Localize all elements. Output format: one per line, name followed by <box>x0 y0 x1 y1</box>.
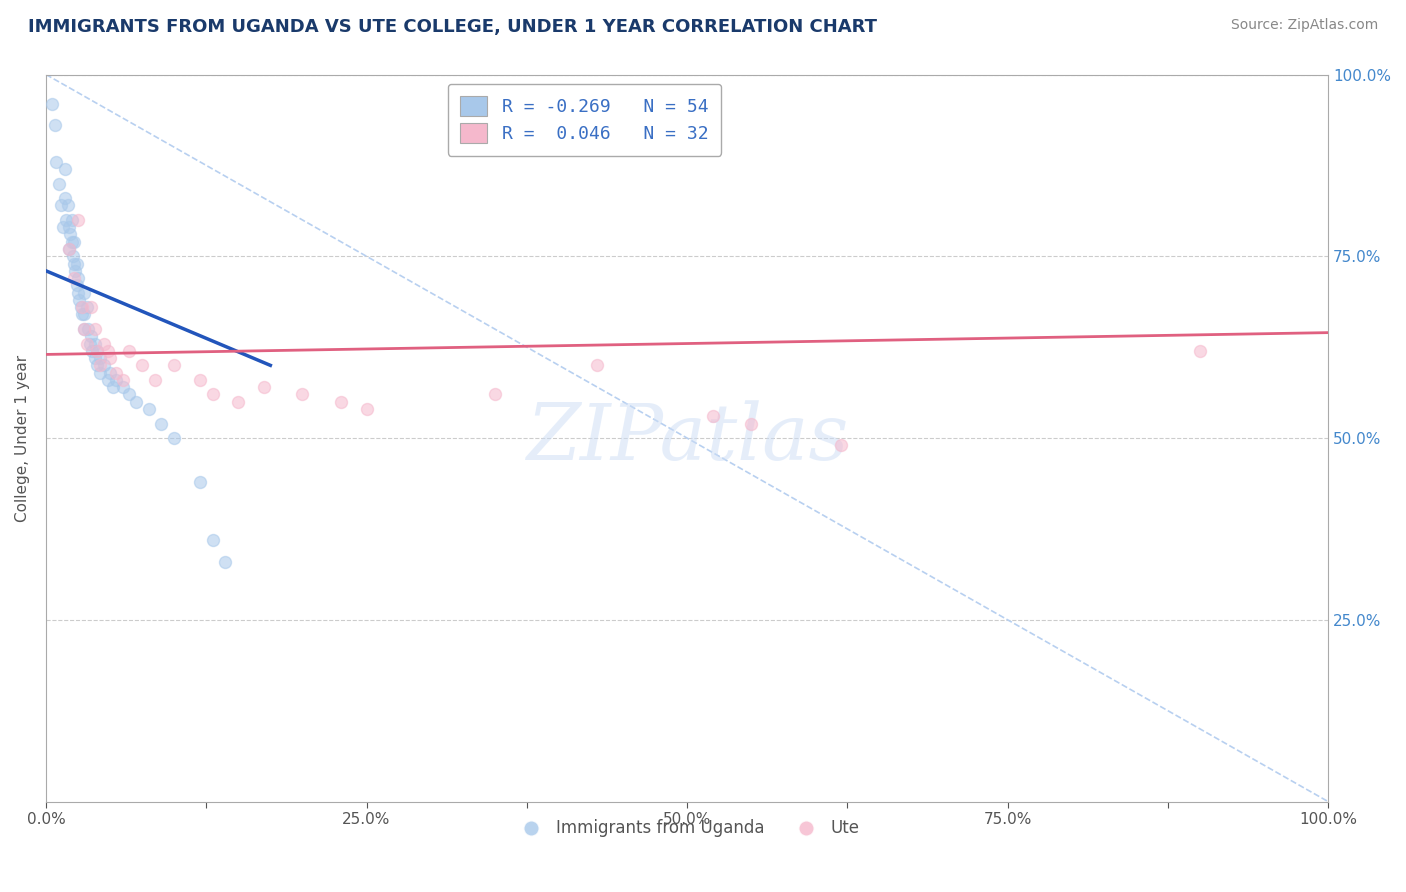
Point <box>66 285 89 300</box>
Point <box>484 387 506 401</box>
Point <box>105 373 128 387</box>
Point <box>188 373 211 387</box>
Point <box>82 343 104 358</box>
Y-axis label: College, Under 1 year: College, Under 1 year <box>15 354 30 522</box>
Point <box>70 308 93 322</box>
Point <box>163 431 186 445</box>
Point <box>214 555 236 569</box>
Point <box>48 177 70 191</box>
Point <box>586 359 609 373</box>
Point <box>740 417 762 431</box>
Text: ZIPatlas: ZIPatlas <box>526 400 848 476</box>
Point <box>89 351 111 365</box>
Point <box>89 366 111 380</box>
Point <box>101 380 124 394</box>
Text: IMMIGRANTS FROM UGANDA VS UTE COLLEGE, UNDER 1 YEAR CORRELATION CHART: IMMIGRANTS FROM UGANDA VS UTE COLLEGE, U… <box>28 18 877 36</box>
Point <box>96 343 118 358</box>
Point <box>131 359 153 373</box>
Point <box>45 154 67 169</box>
Point <box>56 198 79 212</box>
Point <box>105 366 128 380</box>
Point <box>73 322 96 336</box>
Point <box>66 271 89 285</box>
Point <box>80 329 103 343</box>
Point <box>67 293 90 307</box>
Point <box>83 336 105 351</box>
Point <box>89 359 111 373</box>
Point <box>73 285 96 300</box>
Point <box>111 380 134 394</box>
Point <box>63 271 86 285</box>
Point <box>702 409 724 424</box>
Point <box>76 336 98 351</box>
Point <box>69 300 91 314</box>
Point <box>76 300 98 314</box>
Point <box>143 373 166 387</box>
Point <box>58 242 80 256</box>
Point <box>60 235 83 249</box>
Point <box>188 475 211 489</box>
Point <box>291 387 314 401</box>
Point <box>62 249 84 263</box>
Point <box>63 235 86 249</box>
Point <box>77 322 100 336</box>
Legend: Immigrants from Uganda, Ute: Immigrants from Uganda, Ute <box>508 813 866 844</box>
Point <box>53 162 76 177</box>
Point <box>73 322 96 336</box>
Point <box>111 373 134 387</box>
Point <box>1188 343 1211 358</box>
Point <box>58 220 80 235</box>
Point <box>356 401 378 416</box>
Point <box>59 227 82 242</box>
Point <box>201 533 224 547</box>
Point <box>93 359 115 373</box>
Point <box>163 359 186 373</box>
Point <box>118 387 141 401</box>
Point <box>150 417 173 431</box>
Point <box>98 366 121 380</box>
Text: Source: ZipAtlas.com: Source: ZipAtlas.com <box>1230 18 1378 32</box>
Point <box>73 308 96 322</box>
Point <box>226 394 249 409</box>
Point <box>66 278 89 293</box>
Point <box>253 380 276 394</box>
Point <box>86 359 108 373</box>
Point <box>138 401 160 416</box>
Point <box>65 264 87 278</box>
Point <box>83 351 105 365</box>
Point <box>51 198 73 212</box>
Point <box>98 351 121 365</box>
Point <box>53 191 76 205</box>
Point <box>55 213 77 227</box>
Point <box>66 256 89 270</box>
Point <box>125 394 148 409</box>
Point <box>80 300 103 314</box>
Point <box>63 256 86 270</box>
Point <box>44 119 66 133</box>
Point <box>118 343 141 358</box>
Point <box>329 394 352 409</box>
Point <box>52 220 75 235</box>
Point <box>66 213 89 227</box>
Point <box>93 336 115 351</box>
Point <box>830 438 852 452</box>
Point <box>86 343 108 358</box>
Point <box>41 96 63 111</box>
Point <box>79 336 101 351</box>
Point <box>201 387 224 401</box>
Point <box>83 322 105 336</box>
Point <box>96 373 118 387</box>
Point <box>86 343 108 358</box>
Point <box>70 300 93 314</box>
Point <box>58 242 80 256</box>
Point <box>60 213 83 227</box>
